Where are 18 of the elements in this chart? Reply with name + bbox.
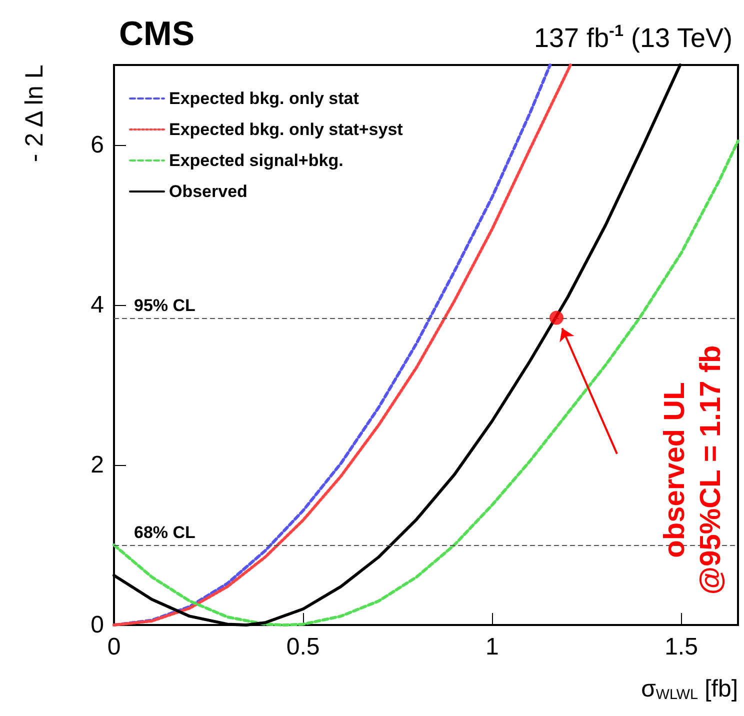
x-tick-label: 1.5 bbox=[664, 634, 698, 660]
chart-title: CMS bbox=[119, 15, 195, 53]
x-tick-label: 1 bbox=[486, 634, 499, 660]
y-tick-label: 4 bbox=[90, 292, 104, 318]
x-tick-label: 0.5 bbox=[286, 634, 320, 660]
y-axis-title: - 2 Δ ln L bbox=[20, 64, 48, 162]
y-tick-label: 0 bbox=[90, 612, 104, 638]
line-series bbox=[112, 140, 740, 626]
y-tick-label: 2 bbox=[90, 452, 104, 478]
y-tick-label: 6 bbox=[90, 132, 104, 158]
annotation: observed UL @95%CL = 1.17 fb bbox=[659, 345, 727, 595]
x-tick-label: 0 bbox=[107, 634, 121, 660]
legend-label: Expected bkg. only stat bbox=[169, 89, 360, 108]
legend-label: Expected bkg. only stat+syst bbox=[169, 120, 404, 139]
ref-line-label: 68% CL bbox=[134, 523, 196, 542]
legend-label: Expected signal+bkg. bbox=[169, 151, 344, 170]
legend-label: Observed bbox=[169, 182, 248, 201]
ref-line-label: 95% CL bbox=[134, 296, 196, 315]
